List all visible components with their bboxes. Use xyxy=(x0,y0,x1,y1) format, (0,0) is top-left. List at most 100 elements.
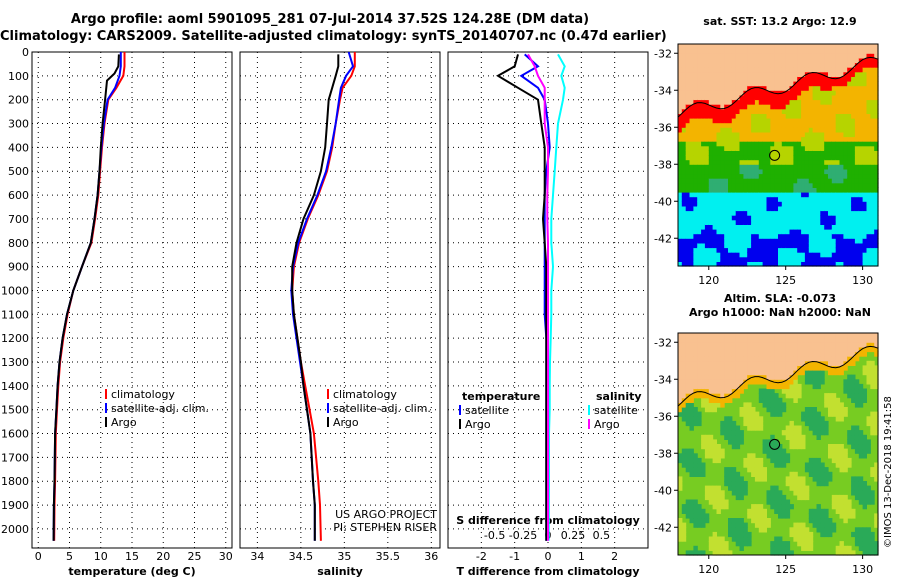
map-cell xyxy=(685,127,691,133)
map-cell xyxy=(870,346,875,353)
map-cell xyxy=(835,205,841,212)
map-cell xyxy=(685,360,691,366)
map-cell xyxy=(770,145,775,151)
map-cell xyxy=(824,67,829,73)
map-cell xyxy=(678,518,683,524)
map-cell xyxy=(693,453,698,459)
map-cell xyxy=(774,168,779,175)
map-cell xyxy=(735,238,741,244)
map-cell xyxy=(797,425,802,431)
y-tick-label: 1100 xyxy=(1,308,29,321)
map-cell xyxy=(858,402,864,408)
map-cell xyxy=(770,388,775,394)
map-cell xyxy=(789,388,794,394)
map-cell xyxy=(739,411,744,417)
map-cell xyxy=(685,178,691,184)
map-cell xyxy=(854,242,860,249)
map-cell xyxy=(754,164,760,170)
map-cell xyxy=(766,53,771,59)
map-cell xyxy=(789,90,794,96)
map-cell xyxy=(712,374,717,380)
map-cell xyxy=(851,150,856,156)
map-cell xyxy=(866,365,871,371)
map-cell xyxy=(731,370,737,376)
map-cell xyxy=(689,201,694,207)
map-cell xyxy=(712,238,717,244)
map-cell xyxy=(724,224,729,230)
map-cell xyxy=(774,99,779,105)
map-cell xyxy=(685,420,691,427)
map-cell xyxy=(858,337,864,343)
map-cell xyxy=(716,388,721,394)
map-cell xyxy=(812,518,817,524)
map-cell xyxy=(708,337,714,343)
map-cell xyxy=(808,53,814,59)
map-cell xyxy=(770,224,775,230)
map-cell xyxy=(781,229,787,235)
map-cell xyxy=(762,196,767,202)
map-cell xyxy=(793,238,798,244)
map-cell xyxy=(851,62,856,68)
map-cell xyxy=(847,71,852,77)
map-cell xyxy=(704,252,710,258)
map-cell xyxy=(697,122,702,128)
map-cell xyxy=(789,365,794,371)
map-cell xyxy=(804,141,810,147)
map-cell xyxy=(866,545,871,551)
map-cell xyxy=(797,490,802,496)
map-cell xyxy=(754,374,760,380)
map-cell xyxy=(801,136,806,142)
map-cell xyxy=(743,527,748,533)
map-cell xyxy=(685,499,691,505)
map-cell xyxy=(735,99,741,105)
map-cell xyxy=(847,201,852,207)
map-cell xyxy=(758,365,764,371)
map-cell xyxy=(712,247,717,253)
map-cell xyxy=(866,201,871,207)
map-cell xyxy=(812,430,817,436)
map-cell xyxy=(774,238,779,244)
map-cell xyxy=(820,85,825,91)
map-cell xyxy=(712,457,717,464)
map-cell xyxy=(739,233,744,239)
map-cell xyxy=(839,467,844,473)
map-cell xyxy=(866,448,871,454)
map-cell xyxy=(681,210,687,216)
map-cell xyxy=(770,122,775,128)
map-cell xyxy=(758,182,764,188)
map-cell xyxy=(720,136,725,142)
map-cell xyxy=(743,374,748,380)
map-cell xyxy=(820,527,825,533)
map-cell xyxy=(735,94,741,101)
map-cell xyxy=(743,416,748,422)
map-cell xyxy=(820,99,825,105)
map-cell xyxy=(762,518,767,524)
map-cell xyxy=(681,62,687,68)
map-cell xyxy=(804,44,810,50)
map-cell xyxy=(839,444,844,450)
map-cell xyxy=(851,346,856,353)
map-cell xyxy=(724,90,729,96)
map-cell xyxy=(708,545,714,551)
map-cell xyxy=(797,256,802,262)
map-cell xyxy=(685,453,691,459)
map-cell xyxy=(762,444,767,450)
map-cell xyxy=(762,393,767,399)
map-cell xyxy=(812,407,817,413)
map-cell xyxy=(704,99,710,105)
map-cell xyxy=(758,346,764,353)
map-cell xyxy=(681,411,687,417)
map-cell xyxy=(835,136,841,142)
map-cell xyxy=(770,53,775,59)
map-cell xyxy=(839,113,844,119)
map-cell xyxy=(685,351,691,357)
map-cell xyxy=(678,411,683,417)
sla-map-frame xyxy=(677,332,879,556)
map-cell xyxy=(839,71,844,77)
map-cell xyxy=(743,53,748,59)
map-cell xyxy=(747,141,752,147)
map-cell xyxy=(778,504,783,510)
map-cell xyxy=(681,85,687,91)
map-cell xyxy=(824,425,829,431)
map-cell xyxy=(831,219,837,225)
